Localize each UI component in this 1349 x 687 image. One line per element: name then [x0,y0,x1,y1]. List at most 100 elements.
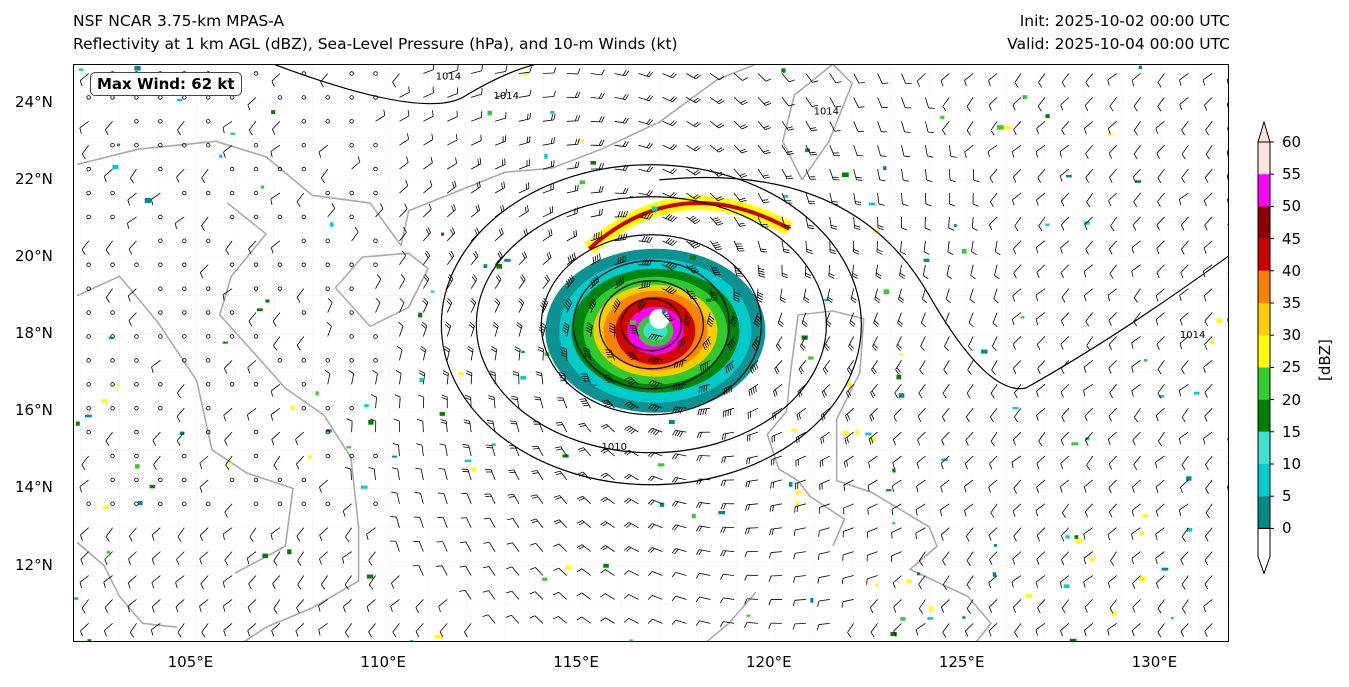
barb-shaft [1181,360,1189,370]
barb-flag [990,130,995,136]
barb-shaft [794,551,806,554]
barb-shaft [81,599,89,609]
wind-barb [542,228,553,242]
barb-shaft [733,97,743,105]
barb-shaft [805,240,808,252]
convection-cell [1075,538,1083,544]
barb-shaft [918,599,926,609]
barb-flag [392,81,397,88]
convection-cell [496,263,503,269]
wind-barb [1109,168,1117,183]
barb-flag [464,394,471,398]
convection-cell [418,312,423,318]
barb-shaft [1014,407,1022,418]
wind-barb [176,168,185,183]
barb-flag [827,296,834,301]
wind-barb [944,312,950,328]
barb-shaft [988,623,998,632]
calm-wind-marker [158,166,163,172]
barb-shaft [537,445,544,457]
barb-shaft [1038,431,1046,442]
barb-flag [991,369,996,375]
barb-flag [625,70,630,77]
barb-flag [1086,345,1091,351]
wind-barb [1227,438,1228,442]
wind-barb [447,87,458,98]
wind-barb [270,240,281,254]
wind-barb [423,86,434,98]
wind-barb [1037,599,1046,614]
convection-cell [629,639,633,641]
barb-flag [671,289,677,295]
wind-barb [797,383,807,398]
wind-barb [459,589,472,600]
wind-barb [485,444,496,457]
barb-flag [674,548,679,555]
calm-wind-marker [182,190,187,196]
calm-wind-marker [253,501,259,507]
convection-cell [84,414,92,418]
barb-flag [987,151,990,158]
wind-barb [79,120,89,134]
barb-flag [1132,439,1136,446]
wind-barb [1013,121,1022,135]
barb-flag [690,241,697,246]
wind-barb [892,575,902,589]
barb-shaft [222,120,233,128]
barb-flag [574,161,577,168]
barb-flag [1084,607,1088,613]
wind-barb [1181,168,1189,184]
barb-flag [463,446,470,449]
barb-shaft [770,551,782,553]
barb-flag [916,486,919,493]
barb-flag [989,177,994,183]
barb-shaft [1181,168,1189,179]
wind-barb [104,599,113,614]
barb-flag [733,296,740,300]
barb-flag [1084,224,1088,231]
barb-flag [698,478,703,485]
barb-shaft [1060,623,1070,631]
barb-flag [624,449,630,455]
barb-flag [1035,581,1038,588]
wind-barb [1226,485,1228,491]
wind-barb [177,527,185,542]
barb-flag [765,78,772,82]
wind-barb [590,116,605,123]
barb-shaft [177,623,185,633]
barb-shaft [438,599,448,607]
wind-barb [344,575,352,590]
wind-barb [1203,288,1213,302]
wind-barb [1179,479,1189,494]
convection-cell [590,314,594,319]
barb-shaft [946,264,950,276]
wind-barb [531,445,544,457]
wind-barb [441,394,448,409]
barb-flag [850,298,857,304]
barb-shaft [614,73,626,77]
barb-shaft [733,73,743,81]
wind-barb [507,518,520,528]
barb-flag [438,468,445,470]
barb-shaft [318,623,328,630]
barb-flag [506,590,512,594]
wind-barb [686,97,701,104]
barb-flag [539,326,545,331]
barb-flag [577,91,581,98]
convection-cell [579,180,586,185]
wind-barb [438,599,448,613]
wind-barb [508,469,520,481]
barb-flag [989,559,993,566]
wind-barb [918,551,926,566]
barb-flag [728,343,733,349]
barb-shaft [272,121,281,130]
wind-barb [1083,360,1094,374]
barb-flag [628,404,634,409]
barb-shaft [844,455,854,463]
barb-shaft [757,121,766,130]
barb-flag [1107,295,1111,302]
barb-flag [1084,128,1087,135]
barb-shaft [877,192,880,204]
barb-flag [175,606,179,613]
barb-flag [391,467,398,470]
